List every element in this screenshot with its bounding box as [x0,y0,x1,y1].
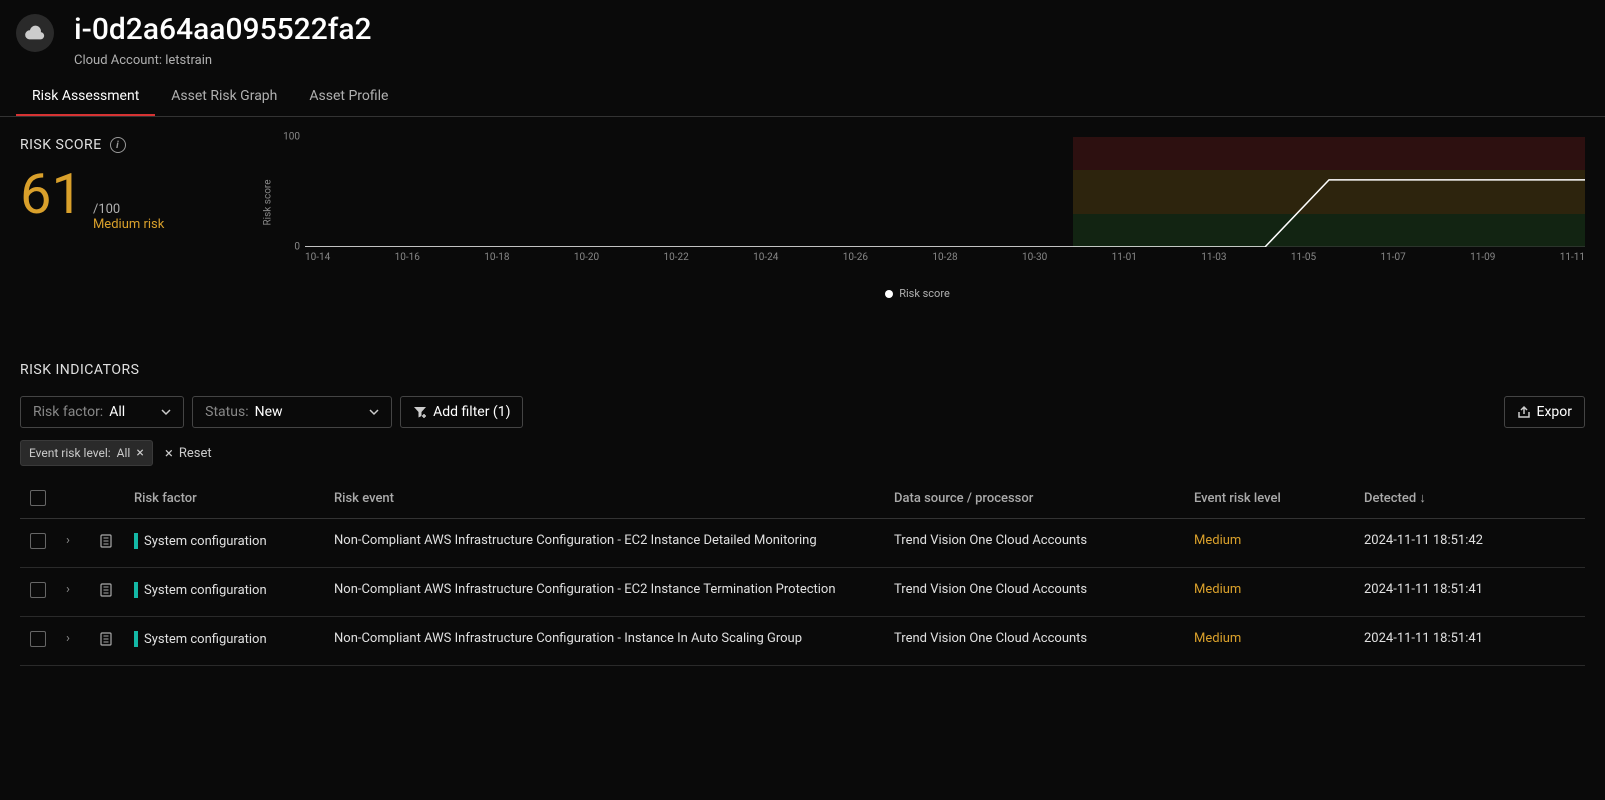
risk-factor-bar [134,582,138,598]
reset-button[interactable]: × Reset [165,444,212,462]
risk-score-suffix: /100 [93,202,164,217]
filter-icon [413,405,427,419]
xtick: 10-22 [664,252,689,263]
chart-ylabel: Risk score [263,179,274,225]
add-filter-label: Add filter (1) [433,404,510,420]
xtick: 10-16 [395,252,420,263]
export-button[interactable]: Expor [1504,396,1586,428]
xtick: 11-03 [1201,252,1226,263]
data-source-text: Trend Vision One Cloud Accounts [884,519,1184,568]
ytick: 100 [283,132,300,143]
select-all-checkbox[interactable] [30,490,46,506]
filter-label: Status: [205,404,248,420]
info-icon[interactable]: i [110,137,126,153]
tab-asset-risk-graph[interactable]: Asset Risk Graph [155,78,293,116]
document-icon [98,533,114,549]
close-icon: × [165,444,173,462]
xtick: 10-30 [1022,252,1047,263]
risk-score-block: RISK SCORE i 61 /100 Medium risk [20,137,220,232]
risk-event-text: Non-Compliant AWS Infrastructure Configu… [324,617,884,666]
column-header[interactable]: Detected ↓ [1354,478,1585,519]
xtick: 10-18 [484,252,509,263]
tab-risk-assessment[interactable]: Risk Assessment [16,78,155,116]
tab-asset-profile[interactable]: Asset Profile [293,78,404,116]
data-source-text: Trend Vision One Cloud Accounts [884,617,1184,666]
document-icon [98,631,114,647]
expand-chevron-icon[interactable]: › [66,631,70,646]
table-row: › System configuration Non-Compliant AWS I… [20,519,1585,568]
filter-value: New [255,404,283,420]
legend-dot-icon [885,290,893,298]
export-label: Expor [1537,404,1573,420]
xtick: 11-05 [1291,252,1316,263]
row-checkbox[interactable] [30,533,46,549]
tabs: Risk AssessmentAsset Risk GraphAsset Pro… [0,78,1605,117]
ytick: 0 [294,242,300,253]
expand-chevron-icon[interactable]: › [66,533,70,548]
xtick: 11-01 [1112,252,1137,263]
data-source-text: Trend Vision One Cloud Accounts [884,568,1184,617]
chart-legend: Risk score [250,287,1585,300]
row-checkbox[interactable] [30,631,46,647]
risk-factor-text: System configuration [144,583,267,598]
chip-value: All [117,446,131,460]
xtick: 10-26 [843,252,868,263]
chevron-down-icon [369,407,379,417]
xtick: 10-20 [574,252,599,263]
risk-level-text: Medium [1184,519,1354,568]
column-header[interactable]: Data source / processor [884,478,1184,519]
filter-chip-event-risk-level: Event risk level: All × [20,440,153,466]
cloud-icon [16,14,54,52]
table-row: › System configuration Non-Compliant AWS I… [20,568,1585,617]
risk-factor-text: System configuration [144,632,267,647]
risk-indicators-table: Risk factor Risk event Data source / pro… [20,478,1585,666]
xtick: 10-28 [932,252,957,263]
xtick: 11-07 [1381,252,1406,263]
detected-text: 2024-11-11 18:51:41 [1354,617,1585,666]
risk-event-text: Non-Compliant AWS Infrastructure Configu… [324,519,884,568]
add-filter-button[interactable]: Add filter (1) [400,396,523,428]
risk-factor-bar [134,631,138,647]
document-icon [98,582,114,598]
chip-label: Event risk level: [29,446,111,460]
risk-level-label: Medium risk [93,217,164,232]
xtick: 11-11 [1560,252,1585,263]
filter-value: All [109,404,125,420]
page-header: i-0d2a64aa095522fa2 Cloud Account: letst… [0,0,1605,78]
chip-close-icon[interactable]: × [136,445,143,461]
risk-level-text: Medium [1184,617,1354,666]
export-icon [1517,405,1531,419]
detected-text: 2024-11-11 18:51:42 [1354,519,1585,568]
xtick: 11-09 [1470,252,1495,263]
risk-score-value: 61 [20,161,83,227]
risk-level-text: Medium [1184,568,1354,617]
expand-chevron-icon[interactable]: › [66,582,70,597]
instance-id: i-0d2a64aa095522fa2 [74,12,372,47]
table-row: › System configuration Non-Compliant AWS I… [20,617,1585,666]
xtick: 10-14 [305,252,330,263]
risk-score-title: RISK SCORE [20,137,102,153]
detected-text: 2024-11-11 18:51:41 [1354,568,1585,617]
risk-indicators-title: RISK INDICATORS [20,362,1585,378]
chevron-down-icon [161,407,171,417]
legend-label: Risk score [899,287,950,300]
risk-factor-bar [134,533,138,549]
cloud-account-label: Cloud Account: letstrain [74,53,372,68]
xtick: 10-24 [753,252,778,263]
column-header[interactable]: Risk factor [124,478,324,519]
column-header[interactable]: Event risk level [1184,478,1354,519]
row-checkbox[interactable] [30,582,46,598]
status-filter[interactable]: Status: New [192,396,392,428]
risk-event-text: Non-Compliant AWS Infrastructure Configu… [324,568,884,617]
risk-score-chart: Risk score 10-14 10-16 10-18 10-20 10-22 10-2… [250,137,1585,307]
reset-label: Reset [179,446,212,461]
risk-factor-filter[interactable]: Risk factor: All [20,396,184,428]
filter-label: Risk factor: [33,404,103,420]
column-header[interactable]: Risk event [324,478,884,519]
risk-factor-text: System configuration [144,534,267,549]
